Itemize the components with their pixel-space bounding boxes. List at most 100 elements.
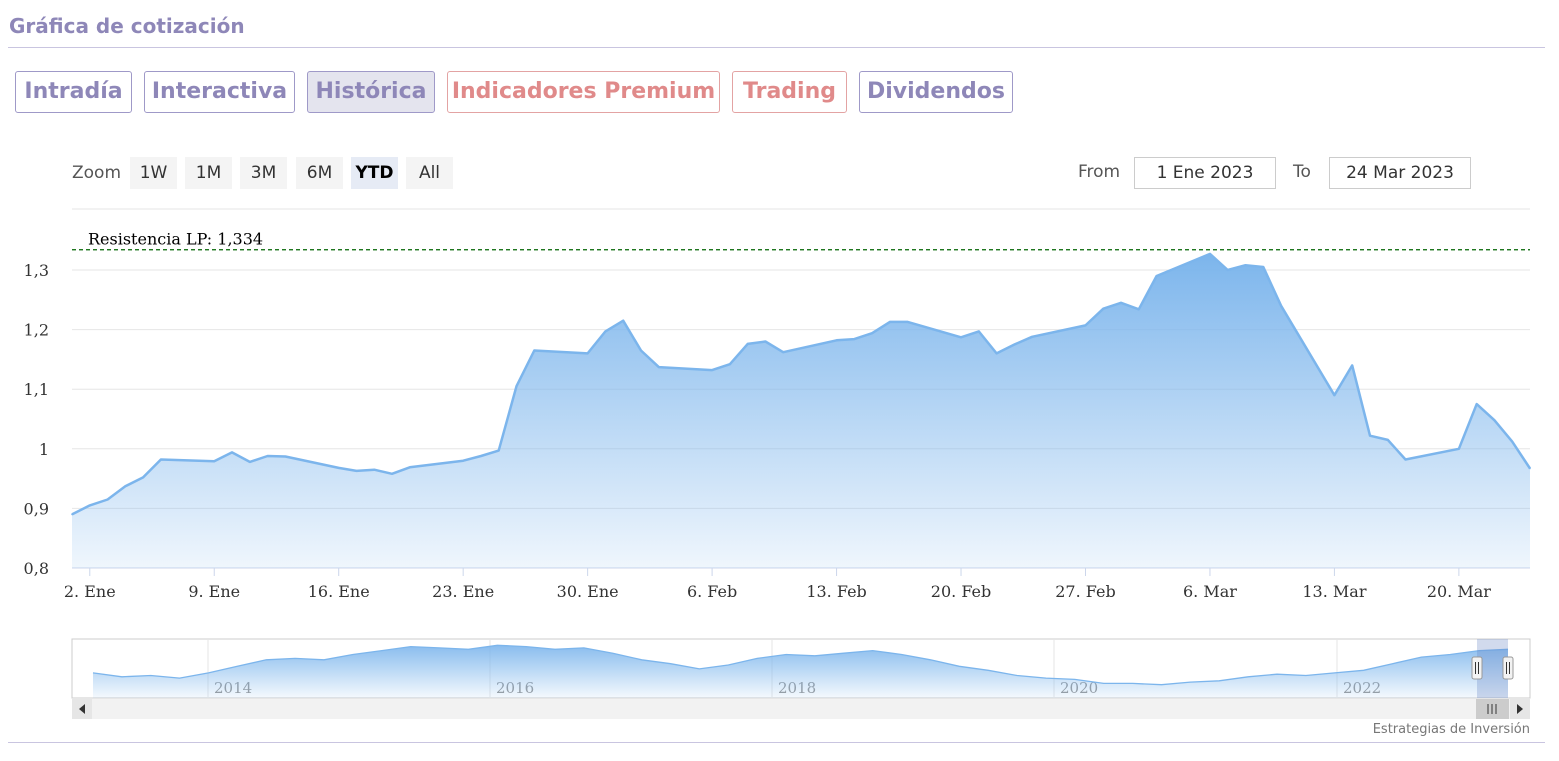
navigator-handle: [1502, 656, 1514, 680]
data-point: [711, 369, 713, 371]
tab-interactiva[interactable]: Interactiva: [144, 71, 295, 113]
scrollbar-left-button: [72, 699, 92, 719]
data-point: [1120, 302, 1122, 304]
data-point: [124, 485, 127, 488]
data-point: [391, 473, 393, 475]
x-tick-label: 27. Feb: [1055, 582, 1115, 601]
data-point: [462, 459, 465, 462]
y-tick-label: 0,9: [24, 499, 49, 518]
data-point: [1031, 336, 1033, 338]
data-point: [249, 461, 251, 463]
data-point: [337, 467, 340, 469]
scrollbar-right-button: [1510, 699, 1530, 719]
tab-dividendos[interactable]: Dividendos: [859, 71, 1013, 113]
title-divider: [8, 47, 1545, 48]
data-point: [480, 455, 482, 457]
data-point: [1244, 264, 1247, 267]
data-point: [497, 449, 500, 452]
data-point: [1013, 343, 1016, 346]
to-date-input[interactable]: 24 Mar 2023: [1329, 157, 1471, 189]
data-point: [1475, 403, 1478, 405]
zoom-6m-button[interactable]: 6M: [296, 157, 343, 189]
navigator-handle: [1471, 656, 1483, 680]
navigator: 2014 2016 2018 2020 2022: [71, 638, 1531, 719]
data-point: [71, 513, 73, 516]
data-point: [231, 451, 233, 454]
data-point: [995, 352, 998, 355]
data-point: [1351, 364, 1353, 367]
from-label: From: [1078, 162, 1121, 182]
data-point: [889, 321, 891, 323]
zoom-label: Zoom: [72, 163, 122, 183]
x-tick-label: 13. Mar: [1302, 582, 1366, 601]
data-point: [1226, 269, 1229, 271]
zoom-1m-button[interactable]: 1M: [185, 157, 232, 189]
data-point: [1138, 308, 1140, 311]
data-point: [960, 336, 962, 339]
data-point: [1102, 307, 1105, 310]
data-point: [1333, 394, 1336, 397]
data-point: [284, 455, 287, 458]
data-point: [978, 330, 980, 333]
scrollbar-track: [72, 699, 1530, 719]
y-tick-label: 0,8: [24, 559, 49, 578]
data-point: [853, 338, 856, 340]
tab-indicadores-premium[interactable]: Indicadores Premium: [447, 71, 720, 113]
series-area-fill: [72, 253, 1530, 568]
x-tick-label: 6. Mar: [1183, 582, 1237, 601]
data-point: [1387, 439, 1389, 441]
from-date-input[interactable]: 1 Ene 2023: [1134, 157, 1276, 189]
x-tick-label: 6. Feb: [687, 582, 737, 601]
data-point: [355, 470, 358, 472]
navigator-area: [93, 645, 1508, 698]
axis-labels: 0,8 0,9 1 1,1 1,2 1,3 2. Ene 9. Ene 16. Ene 23. E…: [24, 261, 1492, 601]
data-point: [586, 352, 589, 355]
tab-intradia[interactable]: Intradía: [15, 71, 132, 113]
scrollbar-thumb: [1476, 699, 1509, 719]
data-point: [871, 332, 873, 335]
data-point: [533, 349, 536, 352]
data-point: [106, 498, 109, 501]
tab-trading[interactable]: Trading: [732, 71, 847, 113]
x-tick-label: 9. Ene: [188, 582, 240, 601]
data-point: [373, 468, 376, 471]
navigator-year-label: 2014: [214, 679, 252, 697]
zoom-ytd-button[interactable]: YTD: [351, 157, 398, 189]
navigator-year-label: 2016: [496, 679, 534, 697]
section-title: Gráfica de cotización: [9, 14, 245, 38]
x-tick-label: 20. Mar: [1427, 582, 1491, 601]
bottom-divider: [8, 742, 1545, 743]
data-point: [835, 339, 838, 342]
data-point: [1084, 324, 1087, 327]
navigator-frame: [71, 638, 1531, 699]
x-tick-label: 23. Ene: [432, 582, 494, 601]
y-tick-label: 1,3: [24, 261, 49, 280]
data-point: [409, 466, 411, 469]
zoom-1w-button[interactable]: 1W: [130, 157, 177, 189]
data-point: [160, 458, 162, 461]
data-point: [515, 385, 518, 388]
data-point: [1404, 458, 1407, 461]
navigator-year-label: 2022: [1343, 679, 1381, 697]
navigator-line: [92, 644, 1509, 686]
series-area: [71, 252, 1532, 568]
series-line: [71, 252, 1532, 516]
x-tick-label: 20. Feb: [931, 582, 991, 601]
data-point: [1493, 419, 1496, 422]
zoom-3m-button[interactable]: 3M: [240, 157, 287, 189]
to-label: To: [1293, 162, 1311, 182]
x-tick-label: 30. Ene: [557, 582, 619, 601]
data-point: [658, 366, 660, 368]
data-point: [622, 319, 624, 322]
zoom-all-button[interactable]: All: [406, 157, 453, 189]
resistance-label: Resistencia LP: 1,334: [88, 230, 263, 249]
data-point: [1458, 448, 1460, 450]
navigator-year-label: 2018: [778, 679, 816, 697]
data-point: [906, 321, 909, 323]
data-point: [640, 349, 642, 352]
data-point: [729, 363, 731, 366]
credit-text[interactable]: Estrategias de Inversión: [1372, 722, 1530, 737]
tab-historica[interactable]: Histórica: [307, 71, 435, 113]
data-point: [1209, 253, 1211, 255]
